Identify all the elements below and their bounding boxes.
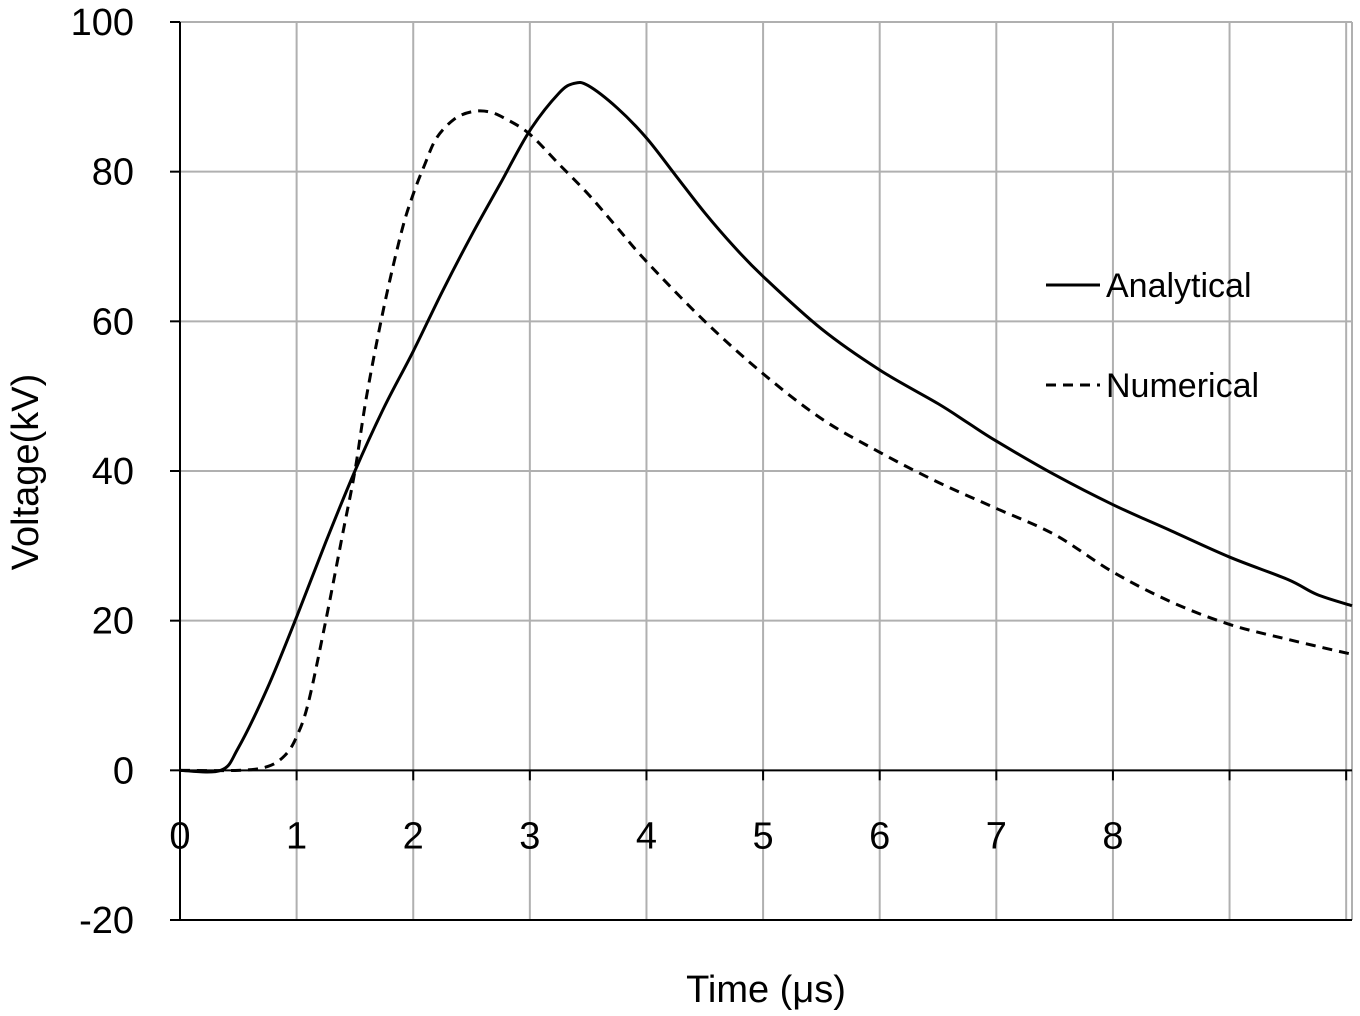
- series-line-numerical: [179, 109, 1353, 773]
- x-tick-label: 1: [286, 815, 307, 857]
- x-tick-label: 0: [169, 815, 190, 857]
- x-tick-label: 3: [519, 815, 540, 857]
- series-line-analytical: [179, 80, 1353, 774]
- x-tick-label: 8: [1102, 815, 1123, 857]
- x-tick-label: 5: [753, 815, 774, 857]
- tick-labels: -20 0 20 40 60 80 100 0 1 2 3 4 5 6 7 8: [71, 2, 1124, 942]
- grid: [179, 21, 1353, 920]
- x-tick-label: 2: [403, 815, 424, 857]
- x-tick-label: 7: [986, 815, 1007, 857]
- y-tick-label: -20: [79, 900, 134, 942]
- series-group: [179, 80, 1353, 774]
- y-tick-label: 20: [92, 601, 134, 643]
- y-tick-label: 0: [113, 750, 134, 792]
- legend: Analytical Numerical: [1046, 267, 1259, 405]
- x-axis-title: Time (μs): [686, 969, 846, 1011]
- y-tick-label: 40: [92, 451, 134, 493]
- y-axis-title: Voltage(kV): [5, 374, 47, 570]
- legend-label-analytical: Analytical: [1106, 267, 1252, 305]
- y-tick-label: 60: [92, 301, 134, 343]
- legend-label-numerical: Numerical: [1106, 367, 1259, 405]
- y-tick-label: 100: [71, 2, 134, 44]
- x-tick-label: 4: [636, 815, 657, 857]
- x-tick-label: 6: [869, 815, 890, 857]
- y-tick-label: 80: [92, 152, 134, 194]
